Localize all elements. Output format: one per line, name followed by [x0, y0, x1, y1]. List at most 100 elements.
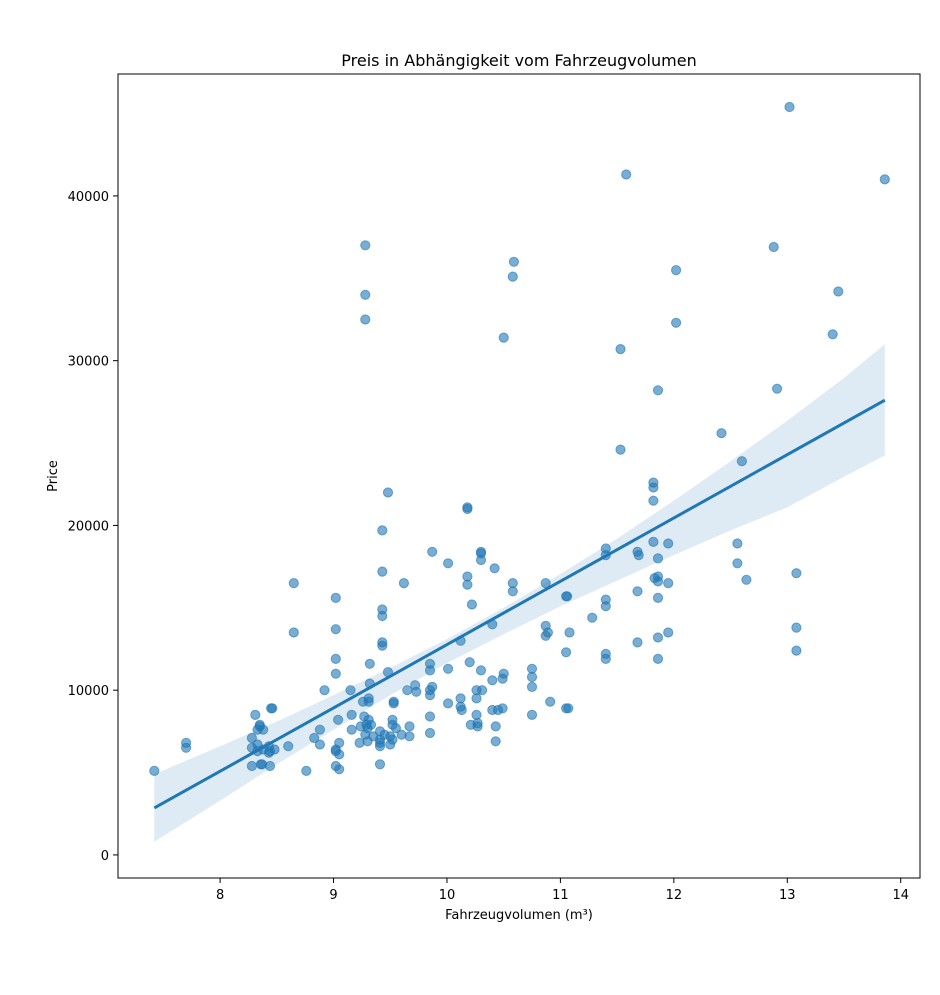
data-point: [768, 241, 779, 253]
data-point: [404, 721, 415, 732]
data-point: [545, 696, 556, 707]
y-axis: 0 10000 20000 30000 40000: [68, 190, 118, 864]
data-point: [633, 550, 644, 561]
data-point: [377, 566, 388, 577]
data-point: [443, 558, 454, 569]
data-point: [246, 760, 257, 772]
data-point: [471, 693, 482, 704]
data-point: [269, 744, 280, 755]
data-point: [267, 703, 278, 714]
data-point: [377, 610, 388, 622]
data-point: [526, 671, 538, 683]
data-point: [732, 538, 743, 549]
data-point: [732, 558, 743, 569]
data-point: [464, 657, 475, 668]
data-point: [508, 256, 520, 267]
x-axis-title: Fahrzeugvolumen (m³): [445, 908, 593, 923]
data-point: [648, 495, 659, 506]
data-point: [490, 736, 501, 747]
data-point: [621, 169, 632, 180]
data-point: [736, 456, 748, 467]
data-point: [346, 724, 357, 735]
data-point: [288, 627, 299, 638]
data-point: [346, 709, 357, 721]
data-point: [507, 586, 518, 597]
chart-title: Preis in Abhängigkeit vom Fahrzeugvolume…: [341, 51, 696, 70]
x-tick-label: 13: [779, 888, 796, 903]
data-point: [507, 271, 518, 282]
data-point: [772, 383, 783, 394]
data-point: [498, 332, 509, 343]
data-point: [404, 731, 415, 742]
data-point: [791, 645, 802, 656]
data-point: [309, 732, 320, 744]
y-tick-label: 20000: [68, 519, 109, 534]
data-point: [264, 760, 276, 772]
data-point: [648, 482, 659, 493]
data-point: [330, 653, 341, 665]
data-point: [791, 568, 802, 579]
data-point: [345, 685, 356, 696]
regression-line: [153, 398, 886, 810]
data-point: [587, 612, 598, 623]
data-point: [564, 627, 575, 638]
data-point: [490, 721, 501, 732]
data-point: [615, 444, 626, 455]
data-point: [301, 765, 312, 777]
data-point: [456, 704, 467, 716]
data-point: [652, 592, 664, 604]
data-point: [360, 240, 371, 251]
data-point: [258, 724, 269, 735]
data-point: [827, 329, 838, 340]
data-point: [833, 286, 844, 297]
x-tick-label: 8: [216, 888, 224, 903]
data-point: [562, 591, 573, 602]
data-point: [333, 714, 344, 725]
data-point: [472, 721, 483, 732]
data-point: [411, 686, 422, 697]
data-point: [330, 592, 341, 604]
x-tick-label: 9: [329, 888, 337, 903]
data-point: [288, 578, 299, 589]
data-point: [427, 546, 438, 557]
data-point: [382, 487, 394, 498]
data-point: [652, 553, 664, 564]
x-tick-label: 11: [552, 888, 569, 903]
data-point: [477, 685, 488, 696]
x-tick-label: 10: [439, 888, 456, 903]
data-point: [652, 653, 664, 665]
data-point: [334, 737, 345, 749]
data-point: [561, 647, 572, 658]
data-point: [475, 554, 487, 566]
data-point: [879, 174, 890, 185]
data-point: [427, 681, 438, 693]
data-point: [600, 653, 611, 665]
y-tick-label: 0: [101, 849, 109, 864]
y-tick-label: 40000: [68, 190, 109, 205]
x-tick-label: 14: [892, 888, 909, 903]
data-point: [663, 538, 674, 549]
data-point: [791, 622, 802, 633]
data-point: [314, 724, 325, 735]
y-tick-label: 10000: [68, 684, 109, 699]
data-point: [374, 759, 386, 770]
data-point: [364, 658, 375, 669]
data-point: [526, 709, 538, 721]
regression-line-layer: [153, 398, 886, 810]
data-point: [652, 632, 664, 643]
data-point: [663, 578, 674, 589]
data-point: [360, 314, 371, 325]
data-point: [741, 574, 752, 585]
data-point: [671, 317, 682, 328]
plot-area-frame: [117, 73, 921, 879]
data-point: [360, 289, 371, 300]
data-point: [526, 681, 538, 693]
data-point: [443, 663, 454, 674]
data-point: [462, 503, 473, 515]
data-point: [784, 101, 795, 113]
data-point: [149, 765, 160, 777]
data-point: [443, 698, 454, 709]
data-point: [334, 764, 345, 775]
data-point: [652, 385, 664, 396]
